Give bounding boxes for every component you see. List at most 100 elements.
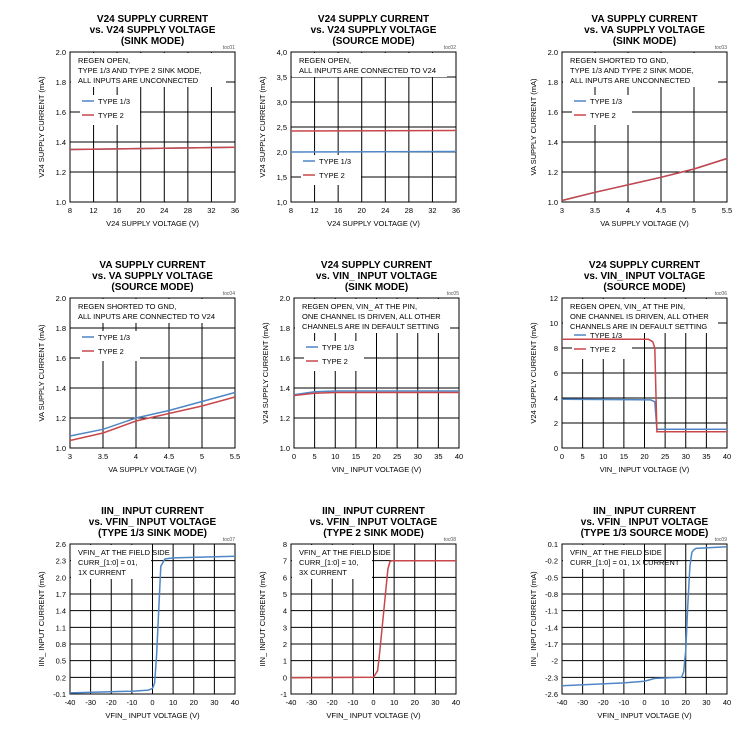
figure-tag: toc06 [715, 291, 727, 297]
y-tick-label: -2.3 [545, 673, 558, 682]
y-tick-label: 2.6 [56, 540, 66, 549]
y-tick-label: -1.4 [545, 623, 558, 632]
series-line [290, 150, 457, 153]
x-tick-label: 5 [581, 452, 585, 461]
x-tick-label: 3.5 [590, 206, 600, 215]
y-tick-label: 10 [550, 319, 558, 328]
x-axis-label: VFIN_ INPUT VOLTAGE (V) [326, 711, 421, 720]
series-line [561, 157, 728, 202]
annotation-background [292, 545, 372, 579]
plot-frame [561, 297, 728, 449]
legend-label: TYPE 2 [319, 171, 345, 180]
chart-title-line: vs. VA SUPPLY VOLTAGE [584, 25, 705, 36]
y-axis-label: V24 SUPPLY CURRENT (mA) [529, 322, 538, 424]
series-line [69, 555, 236, 694]
annotation-text: ALL INPUTS ARE UNCONNECTED [78, 76, 199, 85]
x-axis-label: VFIN_ INPUT VOLTAGE (V) [597, 711, 692, 720]
plot-frame [69, 543, 236, 695]
y-tick-label: 0.8 [56, 640, 66, 649]
x-tick-label: 16 [113, 206, 121, 215]
y-tick-label: 0 [554, 444, 558, 453]
y-tick-label: 1.0 [280, 444, 290, 453]
y-tick-label: 8 [554, 344, 558, 353]
x-tick-label: -10 [618, 698, 629, 707]
chart-title-line: IIN_ INPUT CURRENT [322, 506, 425, 517]
y-axis-label: V24 SUPPLY CURRENT (mA) [37, 76, 46, 178]
x-tick-label: -10 [347, 698, 358, 707]
annotation-text: ONE CHANNEL IS DRIVEN, ALL OTHER [302, 312, 441, 321]
x-tick-label: 20 [358, 206, 366, 215]
y-tick-label: 1.0 [548, 198, 558, 207]
plot-frame [69, 297, 236, 449]
annotation-text: ALL INPUTS ARE CONNECTED TO V24 [299, 66, 436, 75]
legend-label: TYPE 2 [590, 345, 616, 354]
chart-title-line: V24 SUPPLY CURRENT [589, 260, 700, 271]
x-axis-label: V24 SUPPLY VOLTAGE (V) [327, 219, 420, 228]
chart-title-line: vs. VIN_ INPUT VOLTAGE [584, 271, 706, 282]
y-tick-label: 1.4 [56, 384, 66, 393]
y-tick-label: -2 [551, 657, 558, 666]
x-tick-label: 8 [289, 206, 293, 215]
x-tick-label: 12 [89, 206, 97, 215]
x-tick-label: -40 [65, 698, 76, 707]
y-axis-label: VA SUPPLY CURRENT (mA) [529, 78, 538, 175]
chart-title-line: V24 SUPPLY CURRENT [321, 260, 432, 271]
chart-va-current-vs-va-voltage-sink: VA SUPPLY CURRENT vs. VA SUPPLY VOLTAGE (S… [492, 0, 738, 246]
legend-label: TYPE 1/3 [322, 343, 354, 352]
y-tick-label: 1.8 [280, 324, 290, 333]
annotation-text: 1X CURRENT [78, 568, 126, 577]
y-tick-label: 1.6 [56, 108, 66, 117]
y-tick-label: 1.8 [56, 324, 66, 333]
legend-background [80, 331, 140, 361]
legend-label: TYPE 2 [98, 111, 124, 120]
chart-v24-current-vs-v24-voltage-sink: V24 SUPPLY CURRENT vs. V24 SUPPLY VOLTAGE… [0, 0, 246, 246]
legend-label: TYPE 2 [590, 111, 616, 120]
x-tick-label: 20 [372, 452, 380, 461]
x-tick-label: 10 [661, 698, 669, 707]
y-tick-label: 0 [283, 673, 287, 682]
chart-title-line: (SOURCE MODE) [332, 36, 414, 47]
chart-title-line: (SINK MODE) [613, 36, 676, 47]
x-tick-label: 3 [560, 206, 564, 215]
y-tick-label: 2,0 [277, 148, 287, 157]
figure-tag: toc05 [447, 291, 459, 297]
x-tick-label: 0 [642, 698, 646, 707]
x-tick-label: 5 [692, 206, 696, 215]
annotation-text: REGEN OPEN, VIN_ AT THE PIN, [570, 302, 685, 311]
annotation-background [563, 545, 643, 569]
annotation-background [563, 299, 718, 333]
y-tick-label: 5 [283, 590, 287, 599]
annotation-text: CURR_[1:0] = 10, [299, 558, 358, 567]
annotation-text: CURR_[1:0] = 01, [78, 558, 137, 567]
legend-label: TYPE 1/3 [590, 97, 622, 106]
y-tick-label: -0.8 [545, 590, 558, 599]
y-tick-label: 2,5 [277, 123, 287, 132]
x-tick-label: -30 [306, 698, 317, 707]
chart-title-line: (SINK MODE) [121, 36, 184, 47]
y-tick-label: 1.6 [280, 354, 290, 363]
x-tick-label: -40 [286, 698, 297, 707]
annotation-text: VFIN_ AT THE FIELD SIDE [299, 548, 391, 557]
x-tick-label: 30 [682, 452, 690, 461]
y-tick-label: 2 [283, 640, 287, 649]
annotation-text: VFIN_ AT THE FIELD SIDE [570, 548, 662, 557]
legend-background [304, 341, 364, 371]
y-tick-label: -0.5 [545, 573, 558, 582]
y-tick-label: 3,0 [277, 98, 287, 107]
x-axis-label: VIN_ INPUT VOLTAGE (V) [600, 465, 690, 474]
annotation-background [563, 53, 718, 87]
x-tick-label: 10 [599, 452, 607, 461]
y-tick-label: 0.1 [548, 540, 558, 549]
y-tick-label: 1.8 [56, 78, 66, 87]
x-tick-label: 28 [184, 206, 192, 215]
y-tick-label: 0.2 [56, 673, 66, 682]
x-tick-label: 10 [390, 698, 398, 707]
y-tick-label: 6 [283, 573, 287, 582]
x-tick-label: -10 [126, 698, 137, 707]
x-tick-label: -20 [598, 698, 609, 707]
